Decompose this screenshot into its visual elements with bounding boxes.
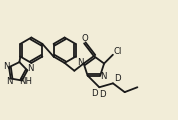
Text: NH: NH xyxy=(19,77,32,86)
Text: N: N xyxy=(27,64,33,73)
Text: D: D xyxy=(114,74,121,83)
Text: N: N xyxy=(6,77,13,86)
Text: N: N xyxy=(77,58,84,67)
Text: D: D xyxy=(91,89,98,98)
Text: O: O xyxy=(82,34,88,43)
Text: D: D xyxy=(99,90,106,99)
Text: Cl: Cl xyxy=(114,47,122,56)
Text: N: N xyxy=(3,62,9,71)
Text: N: N xyxy=(100,72,106,81)
